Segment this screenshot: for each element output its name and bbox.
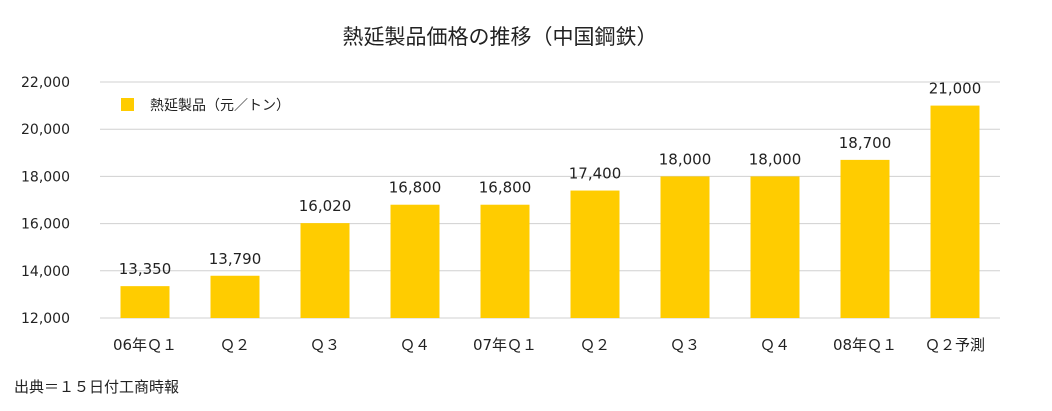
data-label: 17,400	[569, 165, 622, 183]
bar	[480, 204, 530, 318]
bar	[390, 204, 440, 318]
x-tick-label: Ｑ３	[310, 336, 340, 354]
x-tick-label: Ｑ４	[760, 336, 790, 354]
y-axis: 12,000 14,000 16,000 18,000 20,000 22,000	[21, 75, 70, 327]
bar	[570, 190, 620, 318]
x-tick-label: Ｑ３	[670, 336, 700, 354]
y-tick-label: 22,000	[21, 75, 70, 91]
y-tick-label: 18,000	[21, 169, 70, 185]
y-tick-label: 16,000	[21, 217, 70, 233]
bar	[930, 105, 980, 318]
y-tick-label: 12,000	[21, 311, 70, 327]
chart-title: 熱延製品価格の推移（中国鋼鉄）	[343, 25, 658, 49]
x-tick-label: 07年Ｑ１	[473, 336, 537, 354]
data-label: 18,700	[839, 134, 892, 152]
bar	[210, 275, 260, 318]
source-note: 出典＝１５日付工商時報	[14, 378, 180, 396]
bar	[750, 176, 800, 318]
data-label: 18,000	[749, 150, 802, 168]
y-tick-label: 20,000	[21, 122, 70, 138]
data-label: 16,800	[389, 179, 442, 197]
x-axis: 06年Ｑ１ Ｑ２ Ｑ３ Ｑ４ 07年Ｑ１ Ｑ２ Ｑ３ Ｑ４ 08年Ｑ１ Ｑ２予測	[113, 336, 985, 354]
data-label: 16,020	[299, 197, 352, 215]
x-tick-label: Ｑ２	[580, 336, 610, 354]
bar	[300, 223, 350, 318]
data-label: 13,350	[119, 260, 172, 278]
data-label: 18,000	[659, 150, 712, 168]
x-tick-label: 08年Ｑ１	[833, 336, 897, 354]
data-label: 21,000	[929, 80, 982, 98]
bar	[120, 286, 170, 318]
legend-swatch	[121, 98, 134, 111]
bar	[660, 176, 710, 318]
y-tick-label: 14,000	[21, 264, 70, 280]
x-tick-label: Ｑ２予測	[925, 336, 985, 354]
x-tick-label: 06年Ｑ１	[113, 336, 177, 354]
legend-label: 熱延製品（元／トン）	[150, 98, 290, 114]
bars: 13,350 13,790 16,020 16,800 16,800 17,400 18,0…	[119, 80, 982, 318]
data-label: 13,790	[209, 250, 262, 268]
x-tick-label: Ｑ４	[400, 336, 430, 354]
data-label: 16,800	[479, 179, 532, 197]
bar	[840, 159, 890, 318]
x-tick-label: Ｑ２	[220, 336, 250, 354]
legend: 熱延製品（元／トン）	[121, 98, 290, 114]
